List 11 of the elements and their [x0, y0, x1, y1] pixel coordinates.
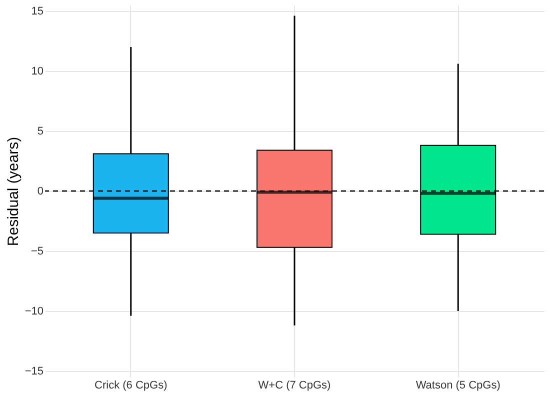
y-tick-label: 15 — [31, 6, 44, 18]
y-tick-label: 0 — [37, 186, 44, 198]
y-tick-label: −15 — [24, 366, 44, 378]
y-tick-label: −5 — [30, 246, 44, 258]
y-tick-label: 5 — [37, 126, 44, 138]
y-tick-label: 10 — [31, 66, 44, 78]
x-tick-label: Crick (6 CpGs) — [94, 380, 168, 392]
y-tick-label: −10 — [24, 306, 44, 318]
x-tick-label: Watson (5 CpGs) — [416, 380, 500, 392]
x-tick-label: W+C (7 CpGs) — [258, 380, 331, 392]
y-axis-title: Residual (years) — [4, 136, 22, 246]
